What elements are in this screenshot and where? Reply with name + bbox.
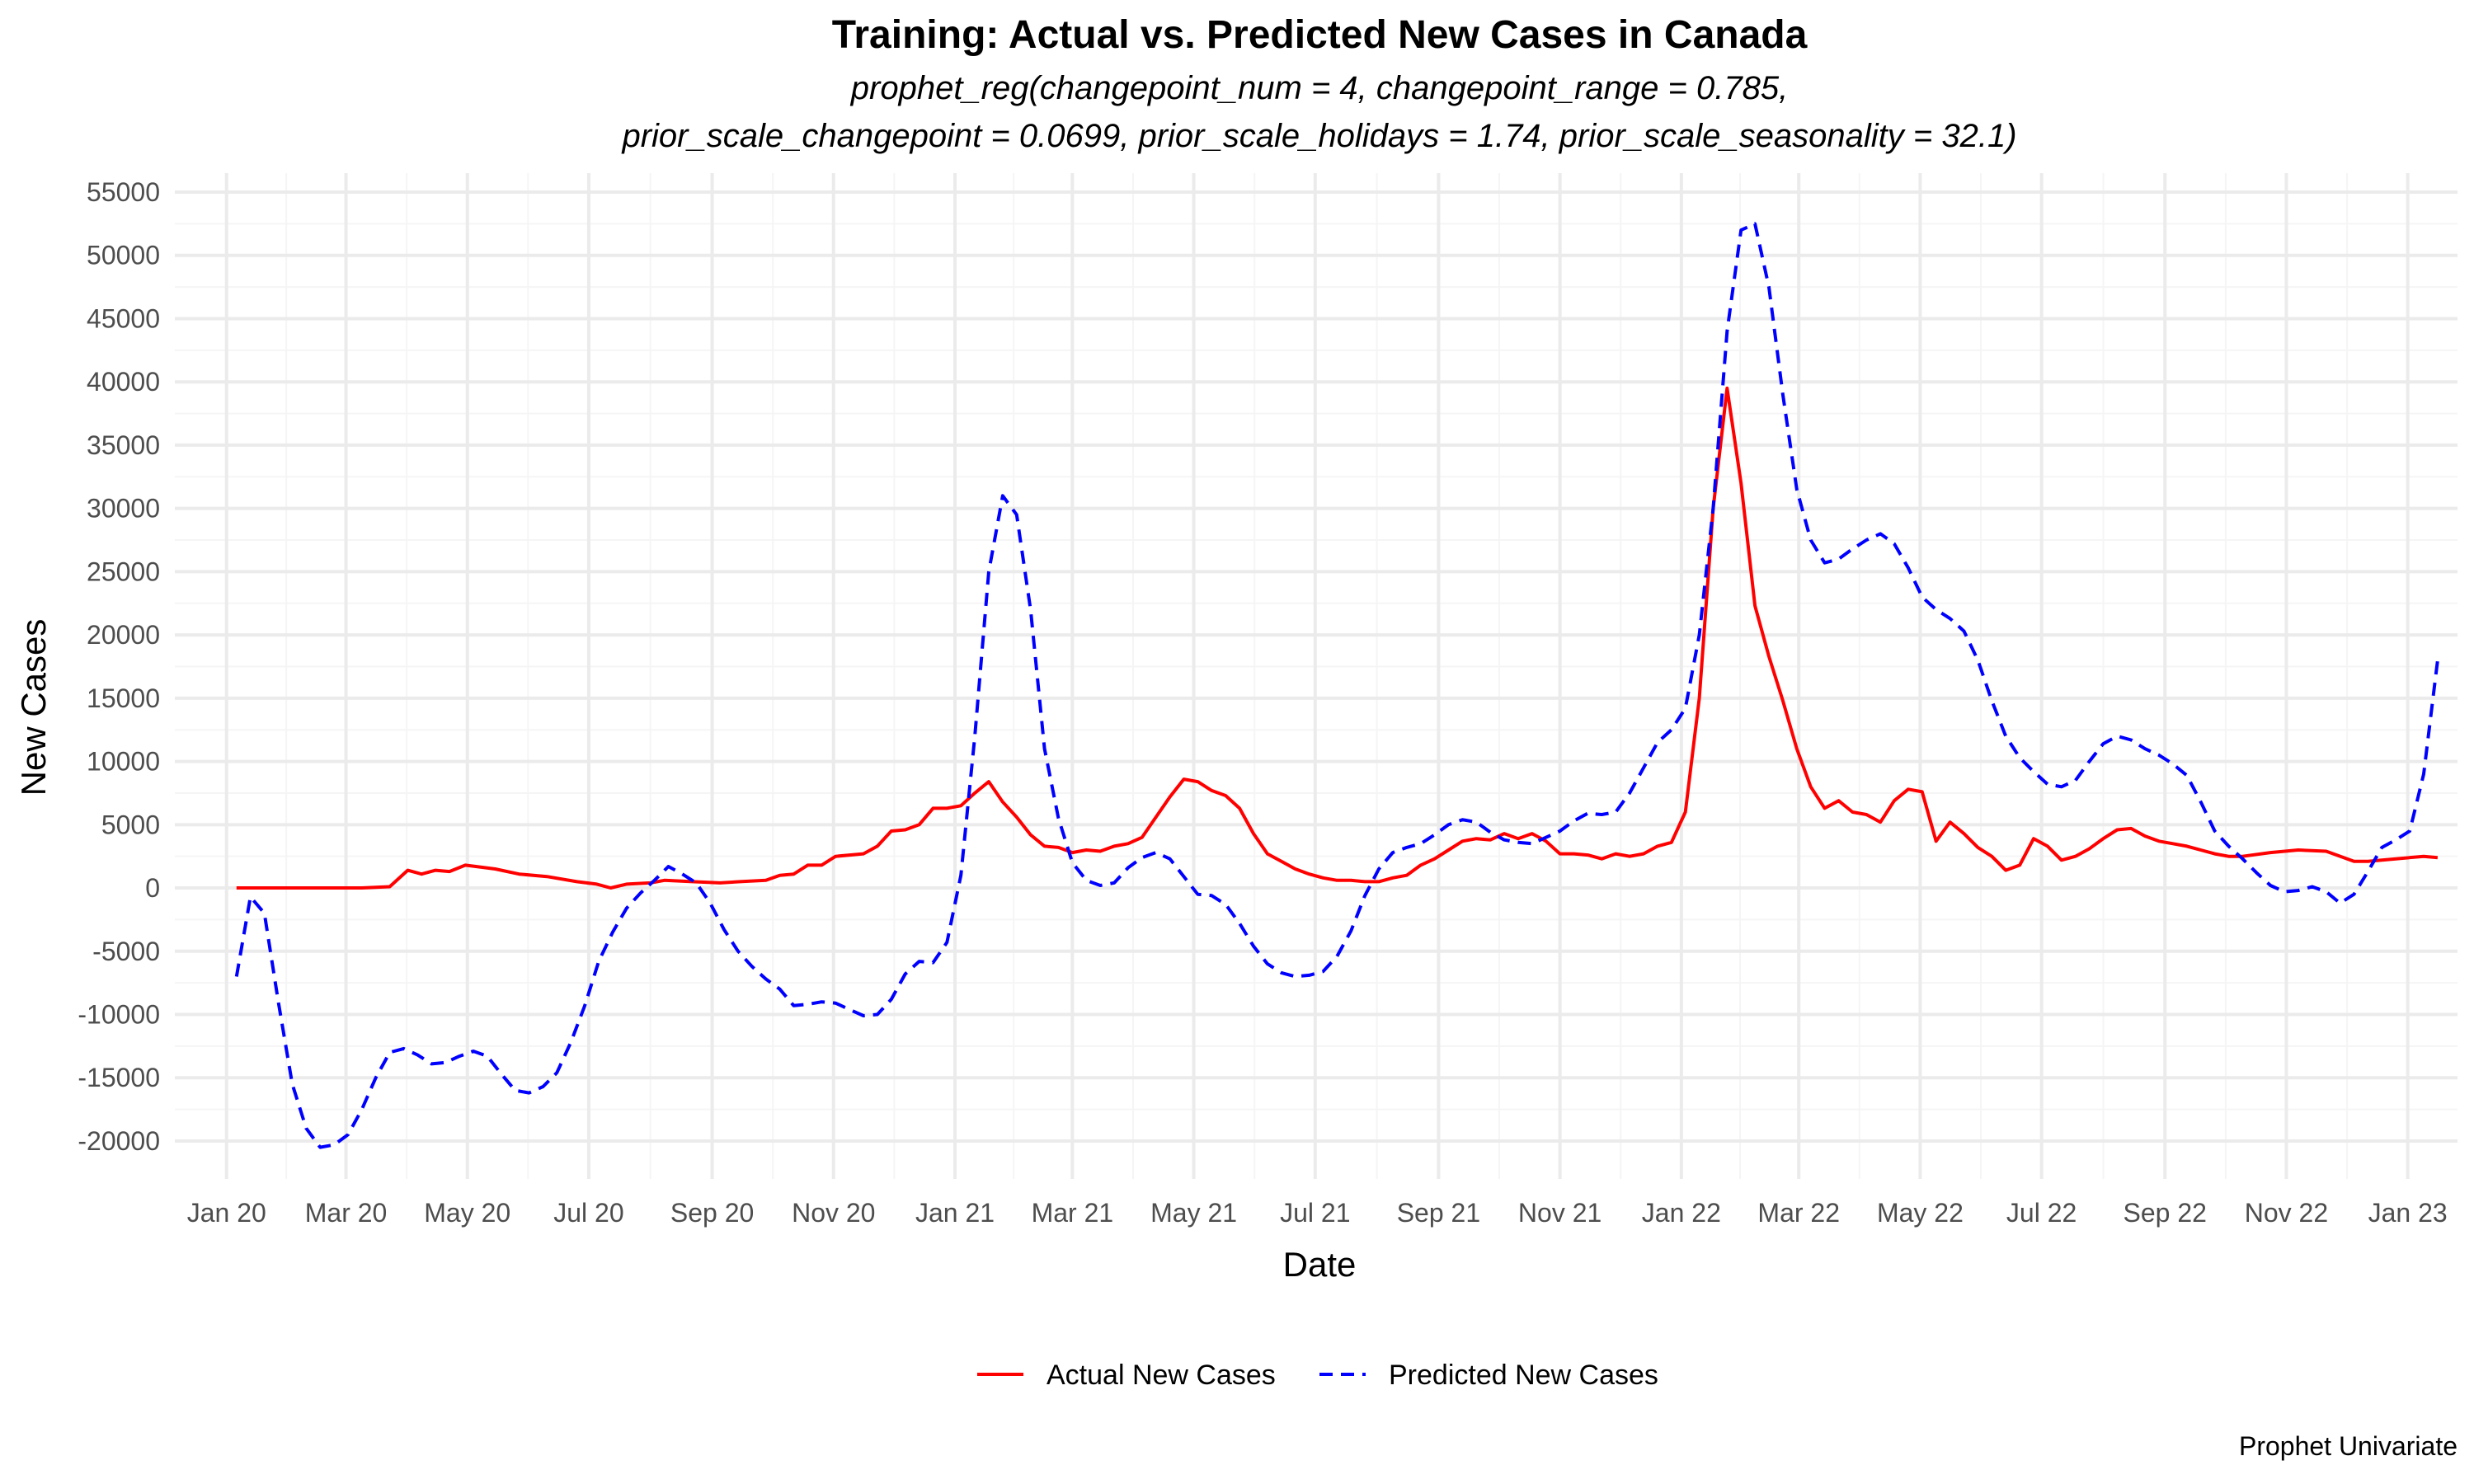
y-tick-label: 25000 [87,556,160,586]
y-tick-label: 45000 [87,303,160,333]
series-lines [234,222,2439,1149]
y-tick-label: 35000 [87,430,160,460]
x-tick-label: May 22 [1877,1198,1964,1228]
legend-label-actual: Actual New Cases [1047,1360,1276,1391]
legend-label-predicted: Predicted New Cases [1389,1360,1658,1391]
x-tick-label: Jan 21 [915,1198,995,1228]
x-tick-label: Sep 21 [1397,1198,1480,1228]
x-tick-label: Jul 20 [553,1198,623,1228]
x-tick-label: Jul 21 [1280,1198,1350,1228]
chart-title: Training: Actual vs. Predicted New Cases… [832,13,1808,57]
x-tick-label: Sep 20 [670,1198,754,1228]
x-tick-label: Jan 22 [1642,1198,1721,1228]
x-tick-label: Jan 20 [187,1198,266,1228]
x-tick-label: Nov 22 [2245,1198,2328,1228]
y-tick-label: 20000 [87,620,160,650]
y-axis-label: New Cases [14,619,53,796]
x-tick-label: Sep 22 [2124,1198,2207,1228]
y-tick-label: 15000 [87,683,160,713]
x-tick-label: Mar 22 [1757,1198,1840,1228]
chart-subtitle-line-1: prophet_reg(changepoint_num = 4, changep… [850,70,1788,106]
y-tick-label: -20000 [78,1126,160,1156]
series-line-actual [236,386,2439,890]
y-tick-label: 30000 [87,494,160,524]
x-tick-label: Mar 20 [305,1198,388,1228]
y-tick-label: 50000 [87,241,160,270]
x-axis-label: Date [1283,1245,1357,1284]
x-tick-label: Jan 23 [2368,1198,2448,1228]
y-axis-ticks: -20000 -15000 -10000 -5000 0 5000 10000 15000 20… [78,177,160,1156]
y-tick-label: 10000 [87,747,160,777]
x-axis-ticks: Jan 20 Mar 20 May 20 Jul 20 Sep 20 Nov 20 Jan … [187,1198,2448,1228]
x-tick-label: Nov 21 [1518,1198,1602,1228]
y-tick-label: 5000 [101,810,160,839]
chart-caption: Prophet Univariate [2239,1431,2458,1461]
legend: Actual New Cases Predicted New Cases [977,1360,1658,1391]
y-tick-label: -5000 [92,937,160,966]
y-tick-label: 0 [145,873,160,903]
y-tick-label: -15000 [78,1063,160,1092]
x-tick-label: Nov 20 [792,1198,875,1228]
y-tick-label: 40000 [87,367,160,397]
y-tick-label: -10000 [78,1000,160,1030]
x-tick-label: Jul 22 [2006,1198,2077,1228]
y-tick-label: 55000 [87,177,160,207]
chart-subtitle-line-2: prior_scale_changepoint = 0.0699, prior_… [621,118,2016,154]
series-line-predicted [234,222,2439,1149]
x-tick-label: May 20 [424,1198,510,1228]
grid [175,173,2458,1179]
x-tick-label: May 21 [1150,1198,1237,1228]
x-tick-label: Mar 21 [1032,1198,1114,1228]
